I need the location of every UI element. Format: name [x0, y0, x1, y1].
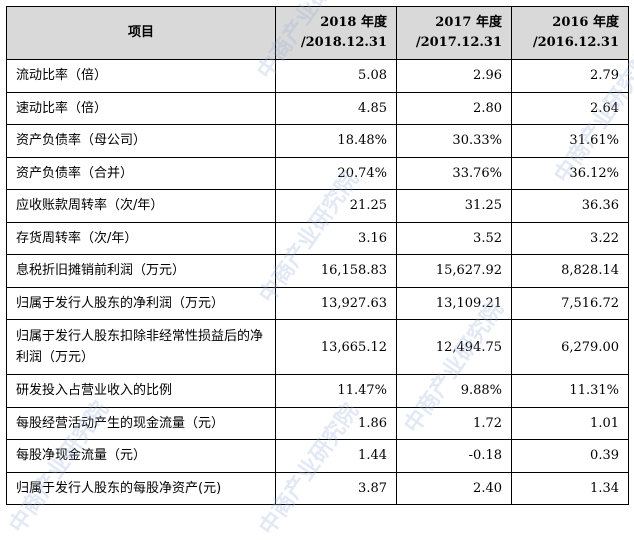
value-2016: 11.31% [511, 374, 629, 408]
header-2018-year: 2018 年度 [320, 15, 387, 30]
row-label: 归属于发行人股东的净利润（万元） [6, 286, 276, 320]
table-row: 研发投入占营业收入的比例 11.47% 9.88% 11.31% [6, 374, 629, 408]
header-2017: 2017 年度 /2017.12.31 [396, 6, 512, 60]
value-2016: 36.12% [511, 156, 629, 190]
table-row: 每股净现金流量（元） 1.44 -0.18 0.39 [6, 439, 629, 473]
table-row: 资产负债率（母公司） 18.48% 30.33% 31.61% [6, 124, 629, 158]
header-2018-date: /2018.12.31 [300, 35, 387, 50]
value-2017: 31.25 [396, 189, 512, 223]
value-2018: 3.87 [275, 471, 397, 505]
value-2016: 7,516.72 [511, 286, 629, 320]
value-2017: 13,109.21 [396, 286, 512, 320]
value-2016: 2.79 [511, 59, 629, 93]
row-label: 资产负债率（母公司） [6, 124, 276, 158]
header-2016: 2016 年度 /2016.12.31 [511, 6, 629, 60]
row-label: 应收账款周转率（次/年） [6, 189, 276, 223]
value-2017: 15,627.92 [396, 254, 512, 288]
header-2017-year: 2017 年度 [435, 15, 502, 30]
value-2018: 1.44 [275, 439, 397, 473]
value-2018: 1.86 [275, 406, 397, 440]
header-2018: 2018 年度 /2018.12.31 [275, 6, 397, 60]
value-2016: 3.22 [511, 221, 629, 255]
value-2018: 11.47% [275, 374, 397, 408]
header-2017-date: /2017.12.31 [415, 35, 502, 50]
table-row: 资产负债率（合并） 20.74% 33.76% 36.12% [6, 156, 629, 190]
table-row: 速动比率（倍） 4.85 2.80 2.64 [6, 91, 629, 125]
row-label: 归属于发行人股东的每股净资产(元) [6, 471, 276, 505]
row-label: 归属于发行人股东扣除非经常性损益后的净利润（万元） [6, 319, 276, 375]
value-2017: 30.33% [396, 124, 512, 158]
value-2016: 1.34 [511, 471, 629, 505]
table-row: 归属于发行人股东的每股净资产(元) 3.87 2.40 1.34 [6, 471, 629, 505]
header-2016-year: 2016 年度 [552, 15, 619, 30]
value-2016: 8,828.14 [511, 254, 629, 288]
value-2016: 2.64 [511, 91, 629, 125]
value-2016: 1.01 [511, 406, 629, 440]
value-2017: 12,494.75 [396, 319, 512, 375]
row-label: 流动比率（倍） [6, 59, 276, 93]
value-2017: 3.52 [396, 221, 512, 255]
value-2018: 3.16 [275, 221, 397, 255]
value-2016: 36.36 [511, 189, 629, 223]
value-2017: 1.72 [396, 406, 512, 440]
value-2016: 6,279.00 [511, 319, 629, 375]
row-label: 每股净现金流量（元） [6, 439, 276, 473]
header-item: 项目 [6, 6, 276, 60]
value-2017: 2.80 [396, 91, 512, 125]
value-2017: 2.96 [396, 59, 512, 93]
value-2018: 21.25 [275, 189, 397, 223]
row-label: 存货周转率（次/年） [6, 221, 276, 255]
row-label: 资产负债率（合并） [6, 156, 276, 190]
value-2017: 33.76% [396, 156, 512, 190]
table-row: 流动比率（倍） 5.08 2.96 2.79 [6, 59, 629, 93]
table-row: 应收账款周转率（次/年） 21.25 31.25 36.36 [6, 189, 629, 223]
value-2017: 2.40 [396, 471, 512, 505]
row-label: 每股经营活动产生的现金流量（元） [6, 406, 276, 440]
table-row: 每股经营活动产生的现金流量（元） 1.86 1.72 1.01 [6, 406, 629, 440]
row-label: 息税折旧摊销前利润（万元） [6, 254, 276, 288]
financial-indicators-table: 项目 2018 年度 /2018.12.31 2017 年度 /2017.12.… [6, 6, 629, 505]
row-label: 速动比率（倍） [6, 91, 276, 125]
table-row: 归属于发行人股东的净利润（万元） 13,927.63 13,109.21 7,5… [6, 286, 629, 320]
table-header-row: 项目 2018 年度 /2018.12.31 2017 年度 /2017.12.… [6, 6, 629, 60]
value-2018: 5.08 [275, 59, 397, 93]
value-2016: 0.39 [511, 439, 629, 473]
value-2018: 4.85 [275, 91, 397, 125]
value-2018: 13,927.63 [275, 286, 397, 320]
table-row: 归属于发行人股东扣除非经常性损益后的净利润（万元） 13,665.12 12,4… [6, 319, 629, 375]
value-2018: 20.74% [275, 156, 397, 190]
table-row: 存货周转率（次/年） 3.16 3.52 3.22 [6, 221, 629, 255]
header-2016-date: /2016.12.31 [532, 35, 619, 50]
value-2018: 16,158.83 [275, 254, 397, 288]
value-2018: 13,665.12 [275, 319, 397, 375]
table-row: 息税折旧摊销前利润（万元） 16,158.83 15,627.92 8,828.… [6, 254, 629, 288]
row-label: 研发投入占营业收入的比例 [6, 374, 276, 408]
value-2017: -0.18 [396, 439, 512, 473]
value-2018: 18.48% [275, 124, 397, 158]
value-2016: 31.61% [511, 124, 629, 158]
value-2017: 9.88% [396, 374, 512, 408]
